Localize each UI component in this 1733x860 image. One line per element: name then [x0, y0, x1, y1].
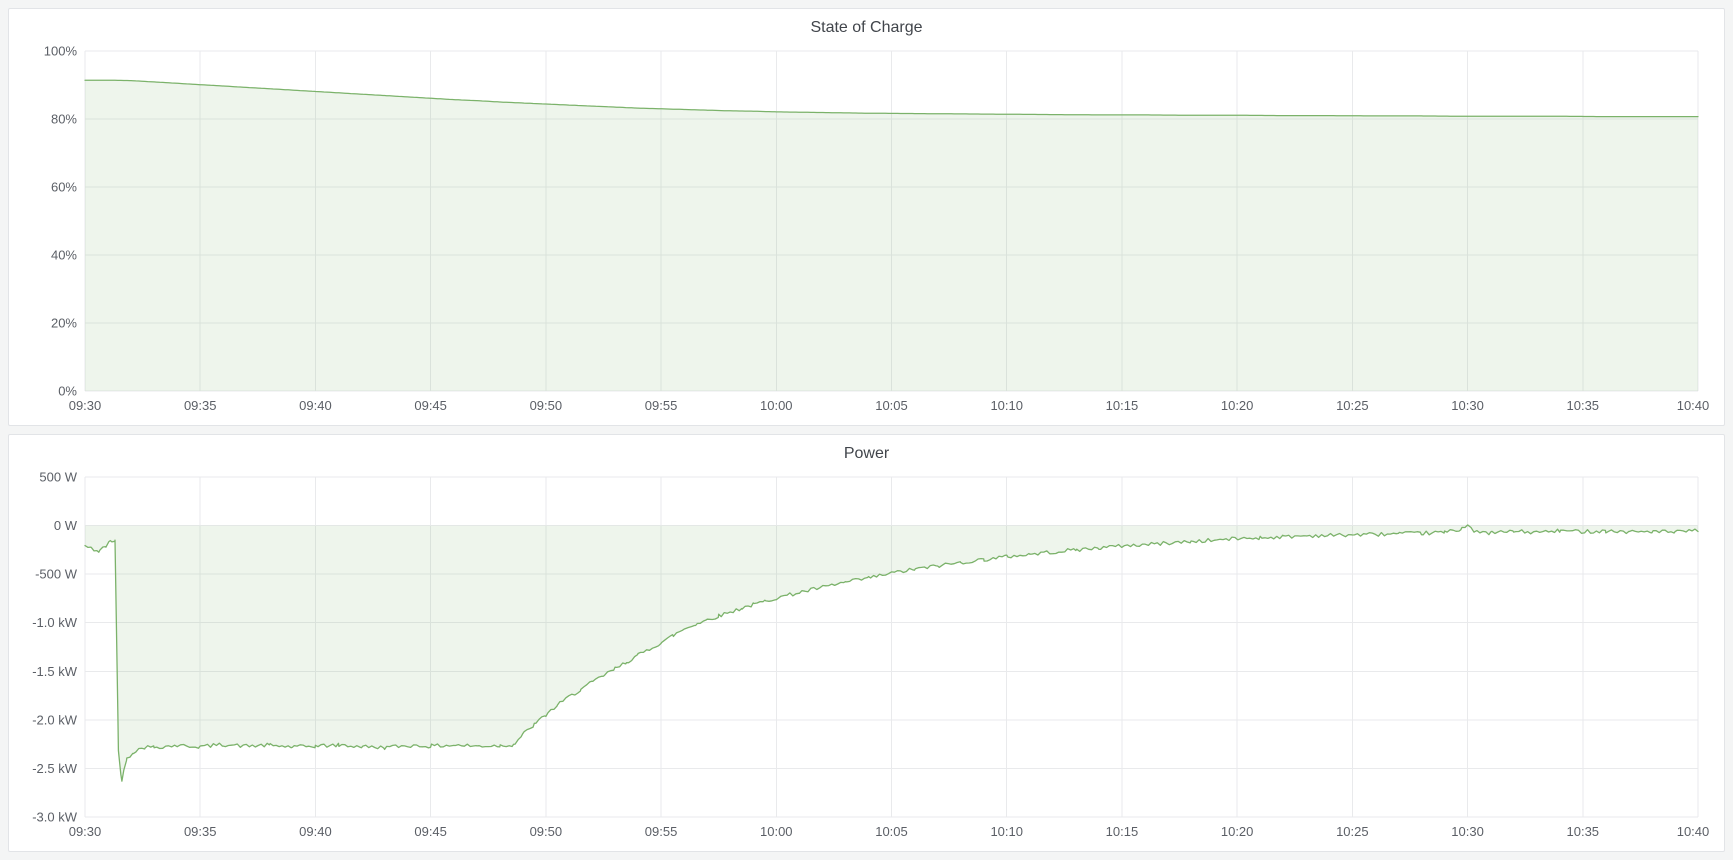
x-axis-tick-label: 10:35	[1567, 824, 1600, 839]
x-axis-tick-label: 10:25	[1336, 398, 1369, 413]
y-axis-tick-label: 40%	[51, 248, 77, 263]
x-axis-tick-label: 10:10	[990, 398, 1023, 413]
x-axis-tick-label: 10:20	[1221, 398, 1254, 413]
series-line	[84, 524, 1699, 782]
x-axis-tick-label: 10:05	[875, 824, 908, 839]
panel-power: Power 09:30 09:35 09:40 09:45 09:50 09:55 10:0…	[8, 434, 1725, 852]
x-axis-tick-label: 09:55	[645, 398, 678, 413]
x-axis-tick-label: 10:15	[1106, 824, 1139, 839]
x-axis-tick-label: 09:45	[414, 824, 447, 839]
series-line	[84, 79, 1699, 118]
x-axis-tick-label: 10:35	[1567, 398, 1600, 413]
y-axis-tick-label: 60%	[51, 180, 77, 195]
y-axis-tick-label: -500 W	[35, 567, 78, 582]
panel-title-state-of-charge: State of Charge	[810, 19, 923, 36]
x-axis-tick-label: 09:35	[184, 824, 217, 839]
x-axis-tick-label: 10:40	[1677, 398, 1710, 413]
panel-state-of-charge: State of Charge 09:30 09:35 09:40 09:45 09:5…	[8, 8, 1725, 426]
x-axis-tick-label: 09:50	[530, 398, 563, 413]
x-axis-tick-label: 10:10	[990, 824, 1023, 839]
x-axis-tick-label: 09:35	[184, 398, 217, 413]
x-axis-tick-label: 10:40	[1677, 824, 1710, 839]
y-axis-tick-label: 0 W	[54, 518, 78, 533]
y-axis-tick-label: -2.5 kW	[32, 761, 78, 776]
x-axis-tick-label: 10:05	[875, 398, 908, 413]
x-axis-tick-label: 09:30	[69, 398, 102, 413]
x-axis-tick-label: 10:00	[760, 824, 793, 839]
x-axis-tick-label: 10:15	[1106, 398, 1139, 413]
x-axis-tick-label: 09:45	[414, 398, 447, 413]
series-area	[85, 525, 1698, 782]
x-axis-tick-label: 09:55	[645, 824, 678, 839]
x-axis-tick-label: 09:40	[299, 398, 332, 413]
x-axis-tick-label: 10:00	[760, 398, 793, 413]
y-axis-tick-label: -2.0 kW	[32, 712, 78, 727]
x-axis-tick-label: 10:30	[1451, 824, 1484, 839]
y-axis-tick-label: 100%	[44, 44, 78, 59]
state-of-charge-chart[interactable]: 09:30 09:35 09:40 09:45 09:50 09:55 10:00 10:05…	[19, 43, 1714, 419]
x-axis-tick-label: 10:25	[1336, 824, 1369, 839]
power-chart[interactable]: 09:30 09:35 09:40 09:45 09:50 09:55 10:00 10:05…	[19, 469, 1714, 845]
y-axis-tick-label: 0%	[58, 384, 77, 399]
x-axis-tick-label: 09:50	[530, 824, 563, 839]
x-axis-tick-label: 10:30	[1451, 398, 1484, 413]
x-axis-tick-label: 09:40	[299, 824, 332, 839]
x-axis-tick-label: 10:20	[1221, 824, 1254, 839]
y-axis-tick-label: -1.5 kW	[32, 664, 78, 679]
y-axis-tick-label: 500 W	[39, 470, 77, 485]
y-axis-tick-label: 80%	[51, 112, 77, 127]
y-axis-tick-label: -3.0 kW	[32, 810, 78, 825]
series-area	[85, 80, 1698, 391]
y-axis-tick-label: 20%	[51, 316, 77, 331]
panel-title-power: Power	[843, 445, 890, 462]
x-axis-tick-label: 09:30	[69, 824, 102, 839]
y-axis-tick-label: -1.0 kW	[32, 615, 78, 630]
